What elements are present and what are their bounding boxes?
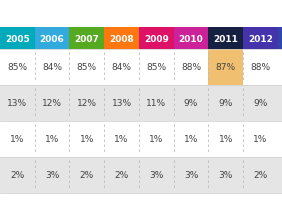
Text: 13%: 13% — [111, 99, 132, 108]
Text: 1%: 1% — [80, 135, 94, 144]
Text: 1%: 1% — [184, 135, 198, 144]
Bar — [0, 28, 35, 50]
Text: 88%: 88% — [181, 63, 201, 72]
Bar — [243, 28, 278, 50]
Text: 2%: 2% — [10, 171, 25, 180]
Text: 1%: 1% — [149, 135, 164, 144]
Text: 85%: 85% — [146, 63, 166, 72]
Text: 2011: 2011 — [213, 34, 238, 43]
Text: 12%: 12% — [77, 99, 97, 108]
Text: 2012: 2012 — [248, 34, 273, 43]
Text: 2010: 2010 — [179, 34, 203, 43]
Text: 2%: 2% — [80, 171, 94, 180]
Text: 1%: 1% — [114, 135, 129, 144]
Text: 3%: 3% — [45, 171, 59, 180]
Text: 2008: 2008 — [109, 34, 134, 43]
Text: 12%: 12% — [42, 99, 62, 108]
Text: 9%: 9% — [219, 99, 233, 108]
Text: 2%: 2% — [114, 171, 129, 180]
Text: 2006: 2006 — [40, 34, 65, 43]
Text: 9%: 9% — [184, 99, 198, 108]
Text: 2009: 2009 — [144, 34, 169, 43]
Bar — [0, 86, 282, 121]
Text: 85%: 85% — [7, 63, 27, 72]
Bar — [0, 121, 282, 157]
Text: 85%: 85% — [77, 63, 97, 72]
Text: 11%: 11% — [146, 99, 166, 108]
Text: 3%: 3% — [219, 171, 233, 180]
Text: 2005: 2005 — [5, 34, 30, 43]
Text: 1%: 1% — [253, 135, 268, 144]
Text: 3%: 3% — [149, 171, 164, 180]
Text: 2007: 2007 — [74, 34, 99, 43]
Text: 1%: 1% — [45, 135, 59, 144]
Bar — [208, 28, 243, 50]
Text: 87%: 87% — [216, 63, 236, 72]
Bar — [0, 50, 282, 86]
Bar — [0, 157, 282, 193]
Bar — [69, 28, 104, 50]
Text: 84%: 84% — [112, 63, 131, 72]
Text: 3%: 3% — [184, 171, 198, 180]
Text: 88%: 88% — [250, 63, 270, 72]
Text: 1%: 1% — [10, 135, 25, 144]
Text: 9%: 9% — [253, 99, 268, 108]
Bar — [139, 28, 174, 50]
Text: 84%: 84% — [42, 63, 62, 72]
Text: 2%: 2% — [253, 171, 268, 180]
Text: 13%: 13% — [7, 99, 27, 108]
Bar — [278, 28, 282, 50]
Bar — [208, 50, 243, 86]
Text: 1%: 1% — [219, 135, 233, 144]
Bar — [174, 28, 208, 50]
Bar — [104, 28, 139, 50]
Bar — [35, 28, 69, 50]
